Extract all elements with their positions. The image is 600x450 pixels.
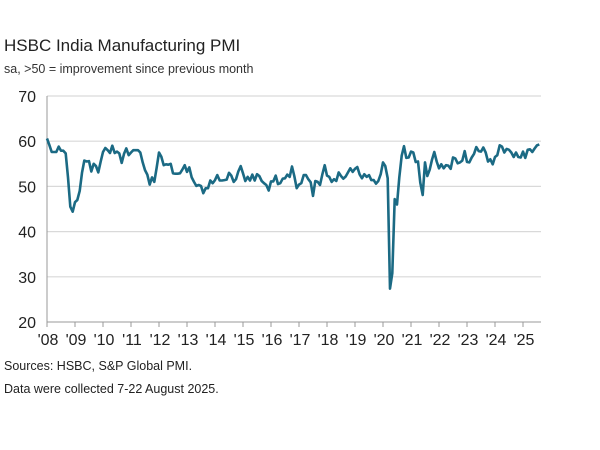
x-tick-label: '19 — [346, 332, 367, 349]
y-tick-label: 30 — [18, 270, 36, 287]
sources-note: Sources: HSBC, S&P Global PMI. — [4, 359, 193, 373]
x-tick-label: '15 — [234, 332, 255, 349]
x-tick-label: '20 — [374, 332, 395, 349]
chart-subtitle: sa, >50 = improvement since previous mon… — [4, 62, 254, 76]
x-tick-label: '08 — [38, 332, 59, 349]
y-tick-label: 60 — [18, 134, 36, 151]
x-tick-label: '12 — [150, 332, 171, 349]
x-tick-label: '22 — [430, 332, 451, 349]
x-tick-label: '21 — [402, 332, 423, 349]
y-tick-label: 40 — [18, 225, 36, 242]
x-tick-label: '18 — [318, 332, 339, 349]
x-tick-label: '17 — [290, 332, 311, 349]
chart-title: HSBC India Manufacturing PMI — [4, 36, 241, 55]
y-tick-label: 70 — [18, 89, 36, 106]
y-tick-label: 20 — [18, 315, 36, 332]
x-tick-label: '23 — [458, 332, 479, 349]
pmi-series-line — [45, 138, 540, 290]
x-tick-label: '16 — [262, 332, 283, 349]
x-tick-label: '11 — [122, 332, 142, 349]
x-tick-label: '14 — [206, 332, 227, 349]
x-tick-label: '25 — [514, 332, 535, 349]
x-tick-label: '09 — [66, 332, 87, 349]
x-tick-label: '13 — [178, 332, 199, 349]
y-tick-label: 50 — [18, 179, 36, 196]
collection-note: Data were collected 7-22 August 2025. — [4, 382, 219, 396]
x-tick-label: '10 — [94, 332, 115, 349]
x-tick-label: '24 — [486, 332, 507, 349]
